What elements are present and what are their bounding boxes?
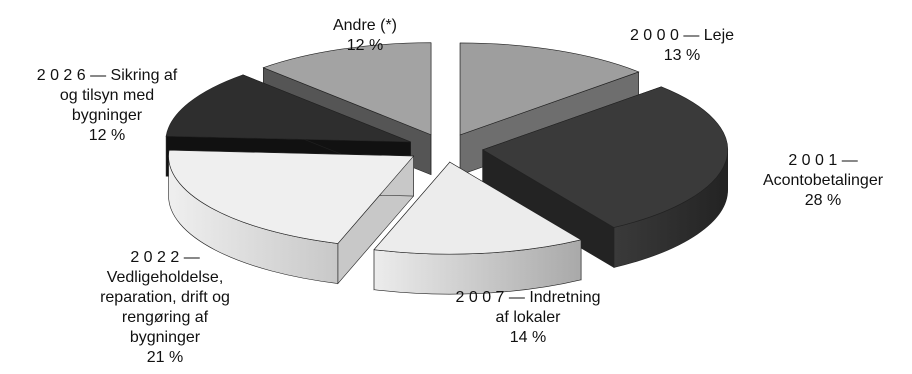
pie-slice-top-bygninger — [168, 149, 415, 244]
slice-label-sikring: 2 0 2 6 — Sikring af og tilsyn med bygni… — [36, 67, 178, 144]
pie-slice-acontobetalinger — [481, 86, 728, 268]
pie-slice-top-2-0-0-0-leje — [459, 42, 640, 136]
slice-label-andre: Andre (*) 12 % — [332, 17, 398, 54]
pie-slice-af-lokaler — [373, 161, 582, 295]
pie-slice-top-af-lokaler — [373, 161, 582, 255]
pie-slice-bygninger — [168, 149, 415, 285]
pie-slice-top-andre — [262, 42, 432, 136]
slice-label-leje: 2 0 0 0 — Leje 13 % — [629, 27, 735, 64]
pie-slice-top-acontobetalinger — [481, 86, 728, 228]
slice-label-indretning: 2 0 0 7 — Indretning af lokaler 14 % — [455, 289, 601, 346]
slice-label-acontobetalinger: 2 0 0 1 — Acontobetalinger 28 % — [762, 152, 884, 209]
pie-slice-top-bygninger — [165, 74, 411, 143]
slice-label-vedligeholdelse: 2 0 2 2 — Vedligeholdelse, reparation, d… — [100, 249, 230, 366]
